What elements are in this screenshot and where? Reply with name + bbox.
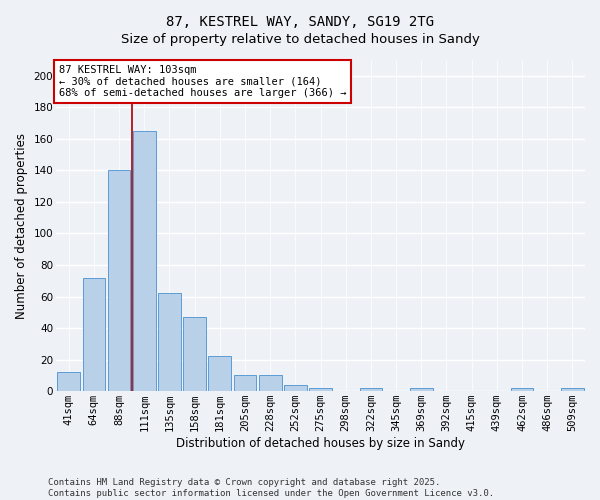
Bar bbox=[208, 356, 231, 391]
Text: 87 KESTREL WAY: 103sqm
← 30% of detached houses are smaller (164)
68% of semi-de: 87 KESTREL WAY: 103sqm ← 30% of detached… bbox=[59, 65, 346, 98]
Bar bbox=[511, 388, 533, 391]
Bar bbox=[108, 170, 130, 391]
Bar bbox=[284, 385, 307, 391]
Y-axis label: Number of detached properties: Number of detached properties bbox=[15, 132, 28, 318]
Bar bbox=[158, 294, 181, 391]
Bar bbox=[561, 388, 584, 391]
Bar bbox=[83, 278, 105, 391]
Bar bbox=[410, 388, 433, 391]
Text: Size of property relative to detached houses in Sandy: Size of property relative to detached ho… bbox=[121, 32, 479, 46]
Bar bbox=[183, 317, 206, 391]
Text: Contains HM Land Registry data © Crown copyright and database right 2025.
Contai: Contains HM Land Registry data © Crown c… bbox=[48, 478, 494, 498]
Bar bbox=[259, 376, 281, 391]
Bar bbox=[233, 376, 256, 391]
Bar bbox=[133, 131, 155, 391]
Bar bbox=[309, 388, 332, 391]
Bar bbox=[58, 372, 80, 391]
Bar bbox=[359, 388, 382, 391]
X-axis label: Distribution of detached houses by size in Sandy: Distribution of detached houses by size … bbox=[176, 437, 465, 450]
Text: 87, KESTREL WAY, SANDY, SG19 2TG: 87, KESTREL WAY, SANDY, SG19 2TG bbox=[166, 15, 434, 29]
